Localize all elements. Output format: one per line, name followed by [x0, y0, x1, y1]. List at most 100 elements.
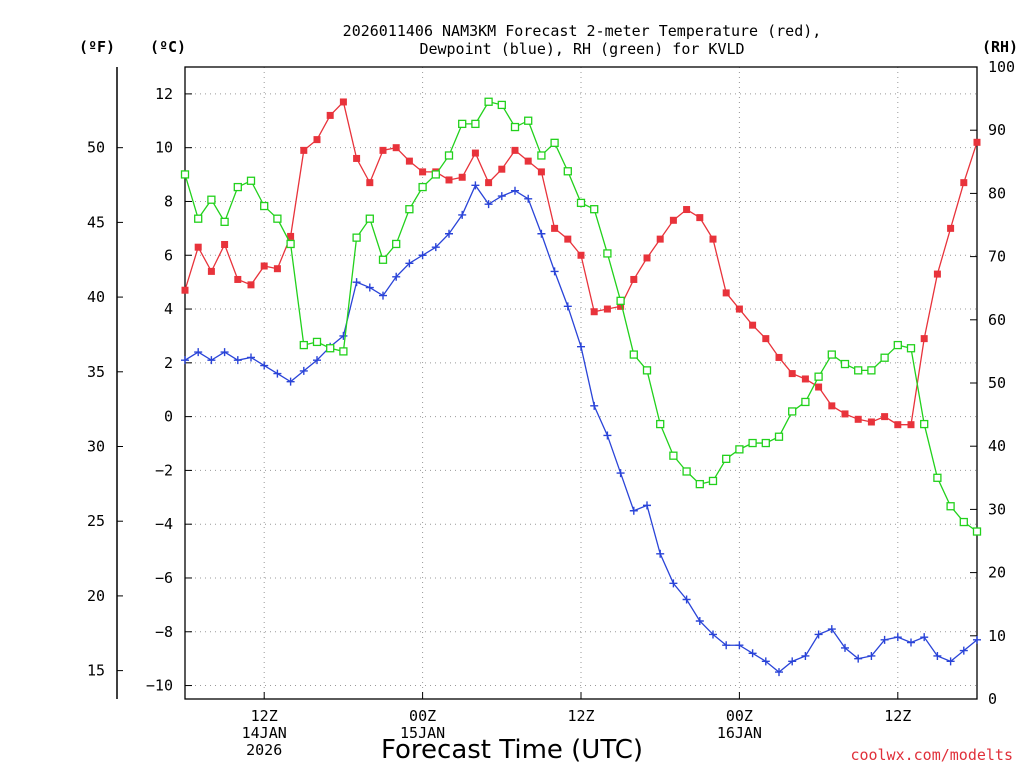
data-point-rh	[550, 138, 559, 147]
data-point-dewpoint	[946, 657, 955, 666]
data-point-temperature	[709, 235, 717, 243]
data-point-rh	[576, 198, 586, 208]
data-point-dewpoint	[431, 243, 440, 252]
data-point-temperature	[947, 224, 955, 232]
x-tick-label: 16JAN	[717, 724, 762, 742]
data-point-rh	[906, 344, 916, 353]
data-point-rh	[656, 419, 665, 429]
x-tick-label: 15JAN	[400, 724, 445, 742]
data-point-dewpoint	[352, 278, 361, 287]
rh-tick-label: 90	[988, 121, 1006, 139]
data-point-temperature	[313, 136, 321, 144]
rh-tick-label: 0	[988, 690, 997, 708]
data-point-dewpoint	[392, 272, 401, 281]
data-point-rh	[801, 397, 810, 407]
data-point-temperature	[643, 254, 651, 262]
data-point-temperature	[722, 289, 730, 297]
data-point-dewpoint	[616, 469, 625, 478]
data-point-dewpoint	[880, 635, 889, 644]
data-point-rh	[458, 119, 467, 129]
rh-tick-label: 10	[988, 627, 1006, 645]
data-point-dewpoint	[867, 651, 876, 660]
data-point-dewpoint	[735, 641, 744, 650]
data-point-rh	[471, 119, 480, 129]
data-point-temperature	[221, 240, 229, 248]
chart-title-line1: 2026011406 NAM3KM Forecast 2-meter Tempe…	[343, 22, 822, 40]
data-point-rh	[748, 438, 757, 448]
data-point-dewpoint	[379, 291, 387, 300]
data-point-dewpoint	[524, 194, 533, 203]
rh-tick-label: 30	[988, 500, 1006, 518]
data-point-dewpoint	[194, 348, 203, 357]
rh-tick-label: 40	[988, 437, 1006, 455]
data-point-dewpoint	[405, 259, 414, 268]
data-point-rh	[695, 479, 704, 489]
data-point-dewpoint	[761, 657, 770, 666]
data-point-dewpoint	[220, 348, 229, 357]
data-point-rh	[708, 476, 718, 486]
data-point-dewpoint	[841, 643, 849, 652]
data-point-rh	[933, 473, 942, 482]
data-point-temperature	[907, 421, 915, 429]
data-point-dewpoint	[682, 595, 691, 604]
data-point-dewpoint	[827, 625, 836, 634]
data-point-temperature	[933, 270, 941, 278]
data-point-rh	[524, 116, 533, 125]
data-point-dewpoint	[669, 579, 678, 588]
data-point-temperature	[273, 265, 281, 273]
rh-tick-label: 80	[988, 184, 1006, 202]
data-point-dewpoint	[775, 668, 783, 677]
data-point-dewpoint	[907, 638, 915, 647]
data-point-temperature	[867, 418, 875, 426]
rh-tick-label: 70	[988, 248, 1006, 266]
data-point-temperature	[498, 165, 506, 173]
data-point-temperature	[419, 168, 427, 176]
data-point-temperature	[960, 179, 968, 187]
celsius-tick-label: 0	[164, 408, 173, 426]
rh-tick-label: 20	[988, 564, 1006, 582]
data-point-dewpoint	[233, 356, 242, 365]
data-point-dewpoint	[814, 630, 823, 639]
rh-tick-label: 60	[988, 311, 1006, 329]
x-tick-label: 12Z	[251, 707, 278, 725]
fahrenheit-tick-label: 25	[87, 512, 105, 530]
x-axis-title: Forecast Time (UTC)	[381, 735, 643, 765]
celsius-tick-label: −6	[155, 569, 173, 587]
x-tick-label: 12Z	[567, 707, 594, 725]
watermark: coolwx.com/modelts	[850, 746, 1013, 764]
data-point-dewpoint	[471, 181, 480, 190]
data-point-dewpoint	[629, 506, 638, 515]
data-point-dewpoint	[313, 356, 321, 365]
data-point-rh	[312, 337, 322, 347]
data-point-rh	[180, 170, 190, 179]
data-point-temperature	[485, 179, 493, 187]
data-point-dewpoint	[445, 229, 453, 238]
data-point-rh	[273, 214, 282, 223]
data-point-temperature	[669, 216, 677, 224]
data-point-rh	[840, 359, 850, 369]
data-point-temperature	[881, 413, 889, 421]
data-point-temperature	[656, 235, 664, 243]
data-point-temperature	[524, 157, 532, 165]
data-point-rh	[431, 170, 440, 179]
data-point-rh	[378, 255, 388, 264]
data-point-rh	[959, 517, 968, 527]
data-point-temperature	[788, 370, 796, 378]
data-point-dewpoint	[973, 635, 981, 644]
fahrenheit-tick-label: 35	[87, 363, 105, 381]
data-point-temperature	[366, 179, 374, 187]
data-point-temperature	[762, 335, 770, 343]
data-point-temperature	[828, 402, 836, 410]
data-point-dewpoint	[801, 651, 810, 660]
x-tick-label: 00Z	[409, 707, 436, 725]
data-point-rh	[246, 176, 256, 185]
data-point-temperature	[683, 206, 691, 214]
data-point-temperature	[405, 157, 413, 165]
data-point-dewpoint	[260, 361, 269, 370]
data-point-rh	[497, 100, 506, 110]
celsius-tick-label: −8	[155, 623, 173, 641]
fahrenheit-tick-label: 30	[87, 437, 105, 455]
data-point-dewpoint	[207, 356, 216, 365]
rh-unit-label: (RH)	[982, 38, 1018, 56]
fahrenheit-tick-label: 15	[87, 662, 105, 680]
